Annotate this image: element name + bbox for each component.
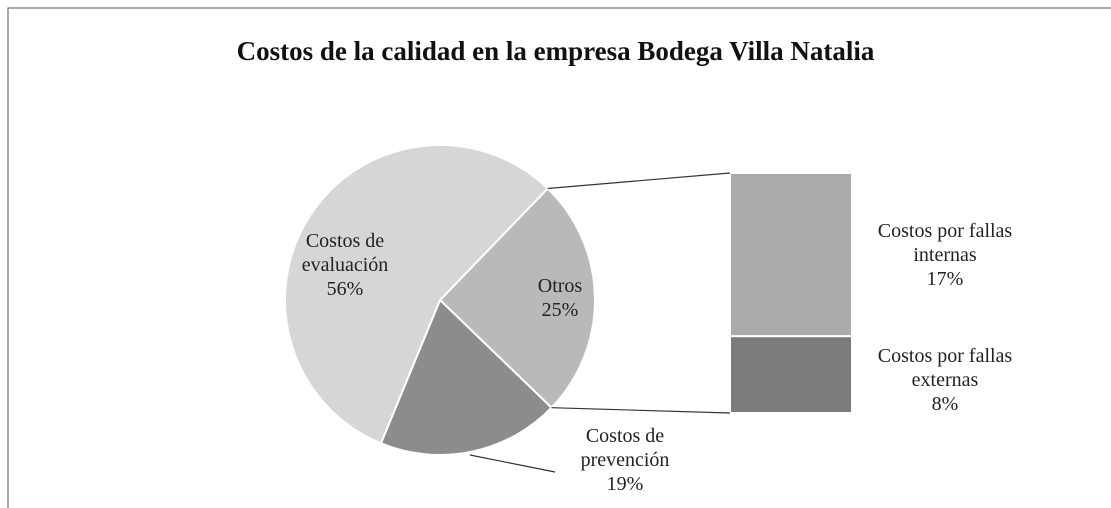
breakdown-bar xyxy=(729,172,853,338)
pie-slice xyxy=(379,298,553,456)
data-label: Costos de evaluación 56% xyxy=(280,229,410,301)
category-label: Costos por fallas externas xyxy=(877,345,1013,391)
category-label: Costos de prevención xyxy=(580,425,670,471)
connector-line xyxy=(547,172,731,190)
connector-line xyxy=(551,407,731,414)
category-label: Costos por fallas internas xyxy=(877,220,1013,266)
data-label: Costos de prevención 19% xyxy=(560,424,690,496)
value-label: 19% xyxy=(606,473,644,495)
category-label: Otros xyxy=(537,275,583,297)
frame xyxy=(7,7,1111,508)
value-label: 8% xyxy=(931,393,959,415)
pie-slice xyxy=(438,187,596,410)
breakdown-bar xyxy=(729,335,853,415)
leader-line xyxy=(469,454,556,473)
category-label: Costos de evaluación xyxy=(301,230,389,276)
data-label: Costos por fallas externas 8% xyxy=(860,344,1030,416)
data-label: Otros 25% xyxy=(515,274,605,322)
value-label: 56% xyxy=(326,278,364,300)
value-label: 25% xyxy=(541,299,579,321)
chart-title: Costos de la calidad en la empresa Bodeg… xyxy=(236,36,875,66)
value-label: 17% xyxy=(926,268,964,290)
pie-slice xyxy=(284,144,550,445)
data-label: Costos por fallas internas 17% xyxy=(860,219,1030,291)
